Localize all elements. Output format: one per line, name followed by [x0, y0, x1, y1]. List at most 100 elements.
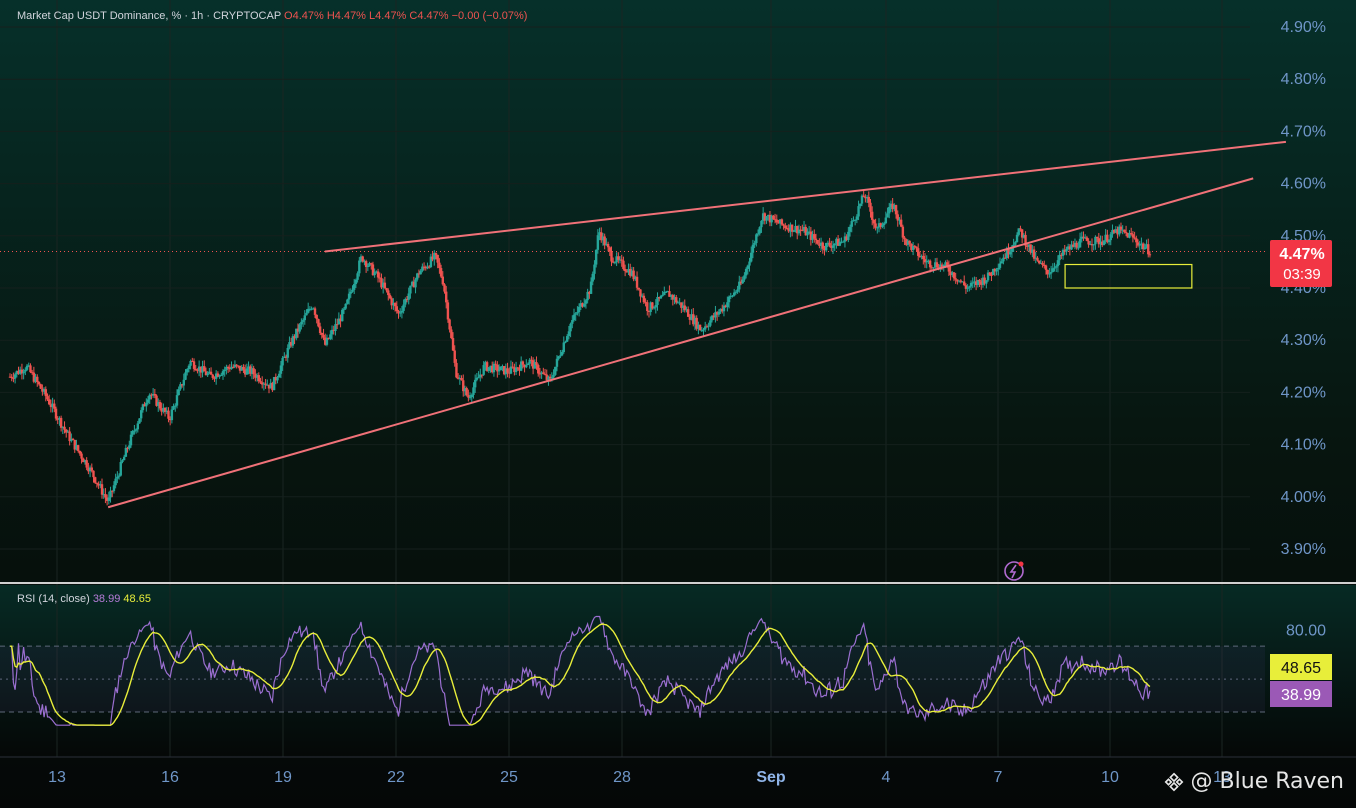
candle-body [869, 202, 872, 212]
candle-body [262, 383, 266, 385]
candle-body [809, 231, 813, 240]
candle-body [750, 252, 753, 262]
candle-body [325, 337, 329, 345]
candle-body [738, 281, 741, 290]
candle-body [581, 303, 584, 307]
candle-body [905, 239, 908, 245]
candle-body [400, 310, 404, 313]
candle-body [663, 291, 666, 296]
candle-body [376, 271, 380, 278]
candle-body [448, 319, 451, 330]
candle-body [283, 356, 286, 358]
rsi-legend: RSI (14, close) 38.99 48.65 [17, 593, 151, 605]
candle-body [514, 367, 518, 373]
candle-body [896, 214, 899, 221]
candle-body [433, 253, 436, 260]
candle-body [640, 295, 644, 297]
candle-body [865, 196, 869, 199]
candle-body [1126, 232, 1129, 238]
candle-body [312, 308, 315, 310]
candle-body [334, 324, 337, 331]
candle-body [930, 267, 934, 269]
candle-body [1147, 244, 1150, 255]
candle-body [272, 377, 276, 391]
candle-body [824, 243, 828, 251]
candle-body [692, 314, 695, 325]
rsi-label[interactable]: RSI (14, close) [17, 593, 90, 605]
candle-body [717, 311, 721, 315]
candle-body [221, 371, 225, 375]
candle-body [352, 284, 356, 290]
candle-body [918, 255, 922, 257]
candle-body [90, 467, 93, 471]
candle-body [1112, 229, 1116, 233]
candle-body [525, 365, 528, 368]
candle-body [206, 373, 209, 376]
candle-body [10, 376, 13, 379]
price-badge-value: 4.47% [1279, 246, 1324, 263]
candle-body [242, 366, 245, 370]
candle-body [1036, 257, 1039, 261]
candle-body [671, 295, 675, 300]
candle-body [318, 326, 322, 333]
candle-body [664, 291, 668, 293]
candle-body [138, 418, 141, 424]
symbol-name[interactable]: Market Cap USDT Dominance, % [17, 10, 182, 22]
candle-body [939, 264, 942, 270]
candle-body [935, 262, 939, 268]
candle-body [361, 256, 364, 262]
candle-body [857, 206, 860, 217]
candle-body [409, 285, 412, 294]
candle-body [1099, 241, 1102, 245]
candle-body [893, 205, 896, 210]
candle-body [237, 365, 240, 367]
candle-body [335, 324, 339, 326]
candle-body [163, 407, 167, 413]
candle-body [1031, 249, 1034, 253]
candle-body [894, 205, 898, 215]
candle-body [767, 214, 770, 217]
candle-body [315, 314, 318, 320]
candle-body [923, 259, 927, 263]
candle-body [494, 363, 497, 365]
candle-body [216, 373, 220, 377]
candle-body [1053, 267, 1056, 269]
candle-body [772, 215, 775, 220]
interval[interactable]: 1h [191, 10, 204, 22]
candle-body [734, 291, 738, 293]
candle-body [150, 394, 153, 396]
candle-body [1077, 247, 1080, 249]
candle-body [249, 366, 252, 374]
candle-body [354, 279, 358, 285]
candle-body [739, 281, 743, 284]
candle-body [390, 298, 393, 306]
candle-body [370, 263, 373, 265]
candle-body [276, 377, 279, 381]
candle-body [1128, 233, 1131, 238]
candle-body [371, 264, 375, 276]
candle-body [964, 285, 968, 289]
candle-body [1133, 237, 1136, 239]
candle-body [528, 359, 531, 364]
candle-body [542, 372, 545, 374]
candle-body [158, 402, 162, 409]
candle-body [114, 478, 117, 486]
candle-body [467, 395, 470, 398]
candle-body [388, 295, 392, 299]
candle-body [744, 268, 748, 276]
candle-body [356, 273, 359, 280]
candle-body [848, 226, 852, 232]
candle-body [1116, 229, 1119, 235]
candle-body [439, 268, 443, 277]
candle-body [649, 302, 652, 313]
candle-body [571, 320, 574, 324]
candle-body [1056, 260, 1060, 267]
candle-body [136, 423, 139, 430]
ohlc-low: L4.47% [369, 10, 407, 22]
candle-body [978, 279, 981, 282]
candle-body [238, 365, 242, 371]
candle-body [1094, 236, 1097, 245]
y-tick-label: 4.70% [1281, 123, 1326, 140]
candle-body [860, 195, 864, 204]
